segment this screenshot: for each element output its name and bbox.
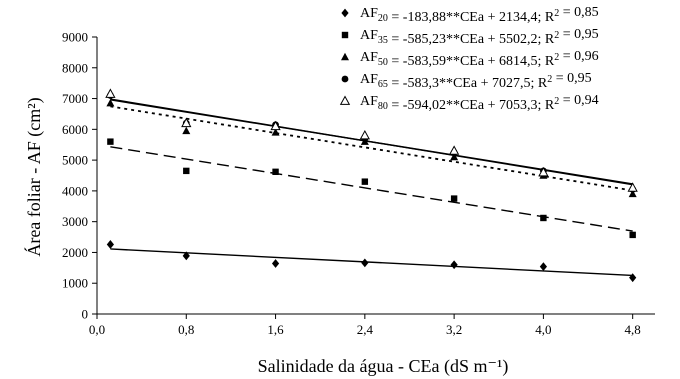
legend-marker-af80: [339, 95, 351, 105]
point-af50: [450, 152, 459, 161]
point-af20: [182, 251, 190, 261]
point-af35: [629, 231, 636, 239]
y-tick-label: 6000: [62, 122, 88, 137]
point-af80: [105, 88, 116, 98]
point-af35: [361, 178, 369, 185]
trendline-af35: [110, 146, 633, 232]
point-af20: [271, 259, 280, 268]
point-af20: [539, 262, 547, 272]
y-tick-label: 9000: [62, 30, 88, 45]
point-af35: [107, 138, 114, 145]
point-af80: [181, 117, 192, 128]
y-axis-title: Área foliar - AF (cm²): [23, 97, 45, 256]
y-tick-label: 4000: [62, 183, 88, 198]
x-tick-label: 4,0: [535, 322, 551, 337]
tick-labels: 0 1000 2000 3000 4000 5000 6000 7000 8000 9000 0,0…: [62, 30, 641, 338]
y-tick-label: 0: [82, 307, 89, 322]
y-tick-label: 3000: [62, 214, 88, 229]
point-af35: [183, 167, 190, 175]
legend-label-af35: AF35 = -585,23**CEa + 5502,2; R2 = 0,95: [360, 27, 599, 47]
x-tick-label: 1,6: [267, 322, 284, 337]
legend-marker-af20: [341, 8, 349, 18]
y-tick-label: 1000: [62, 276, 88, 291]
legend-marker-af65: [341, 75, 349, 83]
x-tick-label: 0,0: [89, 322, 105, 337]
y-tick-label: 5000: [62, 153, 88, 168]
trendline-af20: [110, 248, 633, 277]
point-af35: [272, 168, 279, 176]
y-tick-label: 7000: [62, 91, 88, 106]
legend: AF20 = -183,88**CEa + 2134,4; R2 = 0,85A…: [339, 5, 599, 113]
x-tick-label: 0,8: [178, 322, 194, 337]
point-af80: [270, 120, 281, 131]
point-af80: [448, 145, 460, 155]
point-af80: [538, 166, 549, 177]
legend-label-af65: AF65 = -583,3**CEa + 7027,5; R2 = 0,95: [360, 71, 592, 91]
point-af50: [106, 98, 115, 107]
legend-label-af20: AF20 = -183,88**CEa + 2134,4; R2 = 0,85: [360, 5, 599, 25]
point-af20: [361, 258, 369, 268]
point-af80: [359, 129, 370, 140]
data-points: [105, 88, 638, 283]
legend-marker-af35: [341, 31, 349, 39]
point-af50: [271, 128, 280, 136]
point-af50: [182, 126, 191, 135]
point-af20: [450, 260, 458, 270]
x-tick-label: 3,2: [446, 322, 462, 337]
x-tick-label: 2,4: [357, 322, 374, 337]
point-af80: [627, 182, 638, 192]
axes: [92, 36, 655, 319]
point-af50: [628, 189, 637, 198]
trendline-af50: [110, 105, 633, 192]
legend-marker-af50: [341, 52, 349, 61]
legend-label-af50: AF50 = -583,59**CEa + 6814,5; R2 = 0,96: [360, 49, 599, 69]
y-tick-label: 2000: [62, 245, 88, 260]
x-axis-title: Salinidade da água - CEa (dS m⁻¹): [258, 356, 509, 377]
y-tick-label: 8000: [62, 60, 88, 75]
legend-label-af80: AF80 = -594,02**CEa + 7053,3; R2 = 0,94: [360, 93, 599, 113]
point-af35: [450, 195, 458, 202]
point-af20: [629, 273, 637, 283]
point-af20: [106, 240, 114, 249]
point-af35: [540, 214, 547, 222]
x-tick-label: 4,8: [625, 322, 641, 337]
